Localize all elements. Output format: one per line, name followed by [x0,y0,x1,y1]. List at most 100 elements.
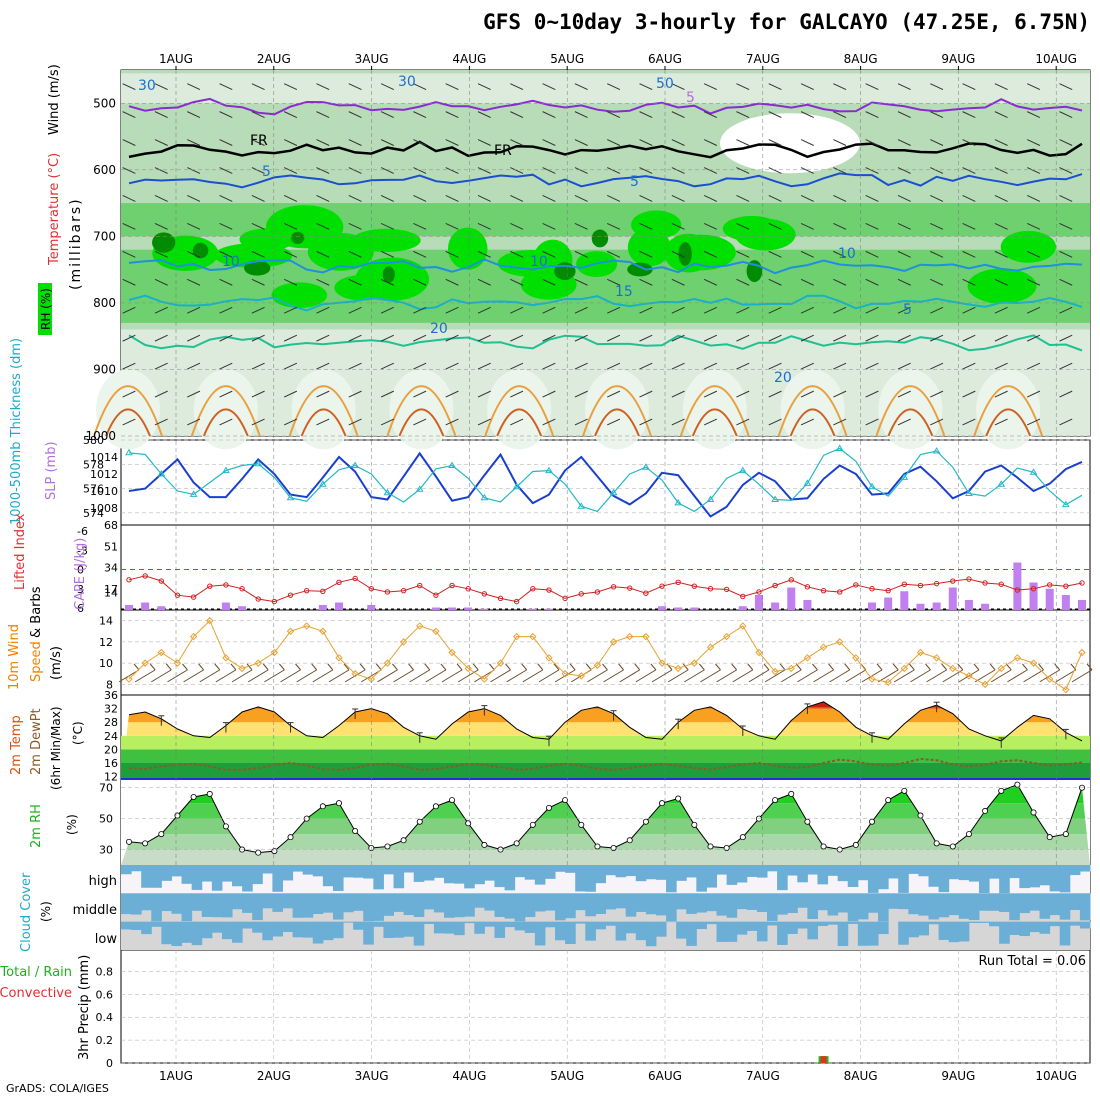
rh-marker [368,845,375,852]
lifted-index-marker [1014,587,1021,593]
upper-wind-barb [639,83,653,91]
wind-speed-marker [706,643,715,651]
upper-wind-barb [413,418,427,426]
isotherm-25-arc [484,385,555,437]
upper-wind-barb [477,390,491,398]
upper-wind-barb [219,139,233,146]
upper-wind-barb [607,167,621,174]
upper-wind-barb [703,306,718,314]
rh-marker [126,838,133,845]
wind-speed-marker [157,648,166,657]
surface-wind-barb [684,669,705,683]
upper-wind-barb [865,111,879,118]
cloud-low-bar [484,921,495,927]
cape-bar [754,595,763,610]
cloud-high-bar [625,865,637,877]
upper-wind-barb [994,306,1008,314]
upper-wind-barb [316,334,330,342]
cloud-middle-bar [575,893,586,911]
contour-label: 5 [903,302,912,318]
surface-wind-barb-flag [165,663,172,671]
upper-wind-barb [380,390,394,398]
cloud-high-bar [1069,865,1081,876]
upper-wind-barb [671,390,685,398]
rh-marker [1046,834,1053,841]
upper-wind-barb [607,195,621,202]
upper-wind-barb [445,418,459,426]
cloud-low-bar [726,921,738,942]
slp-marker [383,488,392,496]
surface-wind-barb [1023,669,1044,683]
upper-wind-barb [251,195,265,202]
upper-wind-barb [1026,250,1041,258]
rh-marker [529,821,536,828]
cloud-middle-bar [393,893,405,912]
cloud-middle-bar [272,893,283,912]
upper-wind-barb [736,83,750,91]
cloud-low-bar [454,921,465,936]
upper-wind-barb [122,111,136,118]
date-label-top: 6AUG [648,52,682,66]
thickness-tick-label: 580 [83,434,104,447]
cloud-low-bar [474,921,485,934]
wind-speed-marker [900,664,909,673]
upper-wind-barb [251,306,265,314]
upper-wind-barb [219,195,233,202]
slp-line [128,447,1083,513]
upper-wind-barb [283,83,298,91]
upper-wind-barb [768,390,782,398]
upper-wind-barb [187,362,201,370]
cloud-middle-bar [534,893,546,912]
upper-wind-barb [348,390,362,398]
upper-wind-barb [962,306,976,314]
wind-tick-label: 14 [99,615,113,628]
wind-speed-marker [173,659,182,667]
wind-speed-marker [884,678,892,686]
lifted-index-marker [1079,580,1085,586]
upper-wind-barb [122,390,136,398]
date-label-bottom: 10AUG [1035,1069,1077,1083]
upper-wind-barb [962,334,976,342]
wind-unit-group: (m/s) [49,646,64,680]
cloud-low-bar [565,921,576,945]
millibars-label-group: (millibars) [68,197,84,290]
precip-axis-label: 3hr Precip (mm) [77,955,92,1060]
surface-wind-barb-flag [424,663,431,671]
upper-wind-barb [1026,334,1041,342]
cloud-middle-bar [211,893,223,918]
upper-wind-barb [994,278,1008,286]
rh-marker [384,843,391,850]
surface-wind-barb-flag [440,663,447,671]
contour-label: 5 [262,164,271,180]
lifted-index-marker [1046,582,1053,588]
upper-wind-barb [380,418,394,426]
cape-bar [787,587,796,610]
upper-wind-barb [413,195,427,202]
cloud-middle-bar [797,893,808,908]
wind-speed-marker [819,643,828,651]
upper-wind-barb [607,250,621,258]
upper-wind-barb [122,222,136,230]
pressure-tick-label: 500 [93,96,116,110]
upper-wind-barb [994,139,1008,146]
upper-wind-barb [187,139,201,146]
upper-wind-barb [251,222,265,230]
date-label-bottom: 3AUG [355,1069,389,1083]
wind-speed-marker [932,654,941,662]
upper-wind-barb [187,250,201,258]
upper-wind-barb [800,418,814,426]
contour-label: 30 [138,78,156,94]
cloud-high-bar [454,865,465,884]
cloud-low-bar [1049,921,1061,927]
lifted-index-marker [223,582,229,588]
upper-wind-barb [833,111,847,118]
upper-wind-barb [800,362,814,370]
cloud-low-bar [282,921,294,932]
date-label-top: 9AUG [941,52,975,66]
slp-marker [706,495,715,502]
upper-wind-barb [122,306,136,314]
surface-wind-barb-flag [488,663,495,671]
cloud-low-bar [151,921,162,927]
wind-speed-marker [674,664,682,673]
cape-bar [448,607,457,610]
